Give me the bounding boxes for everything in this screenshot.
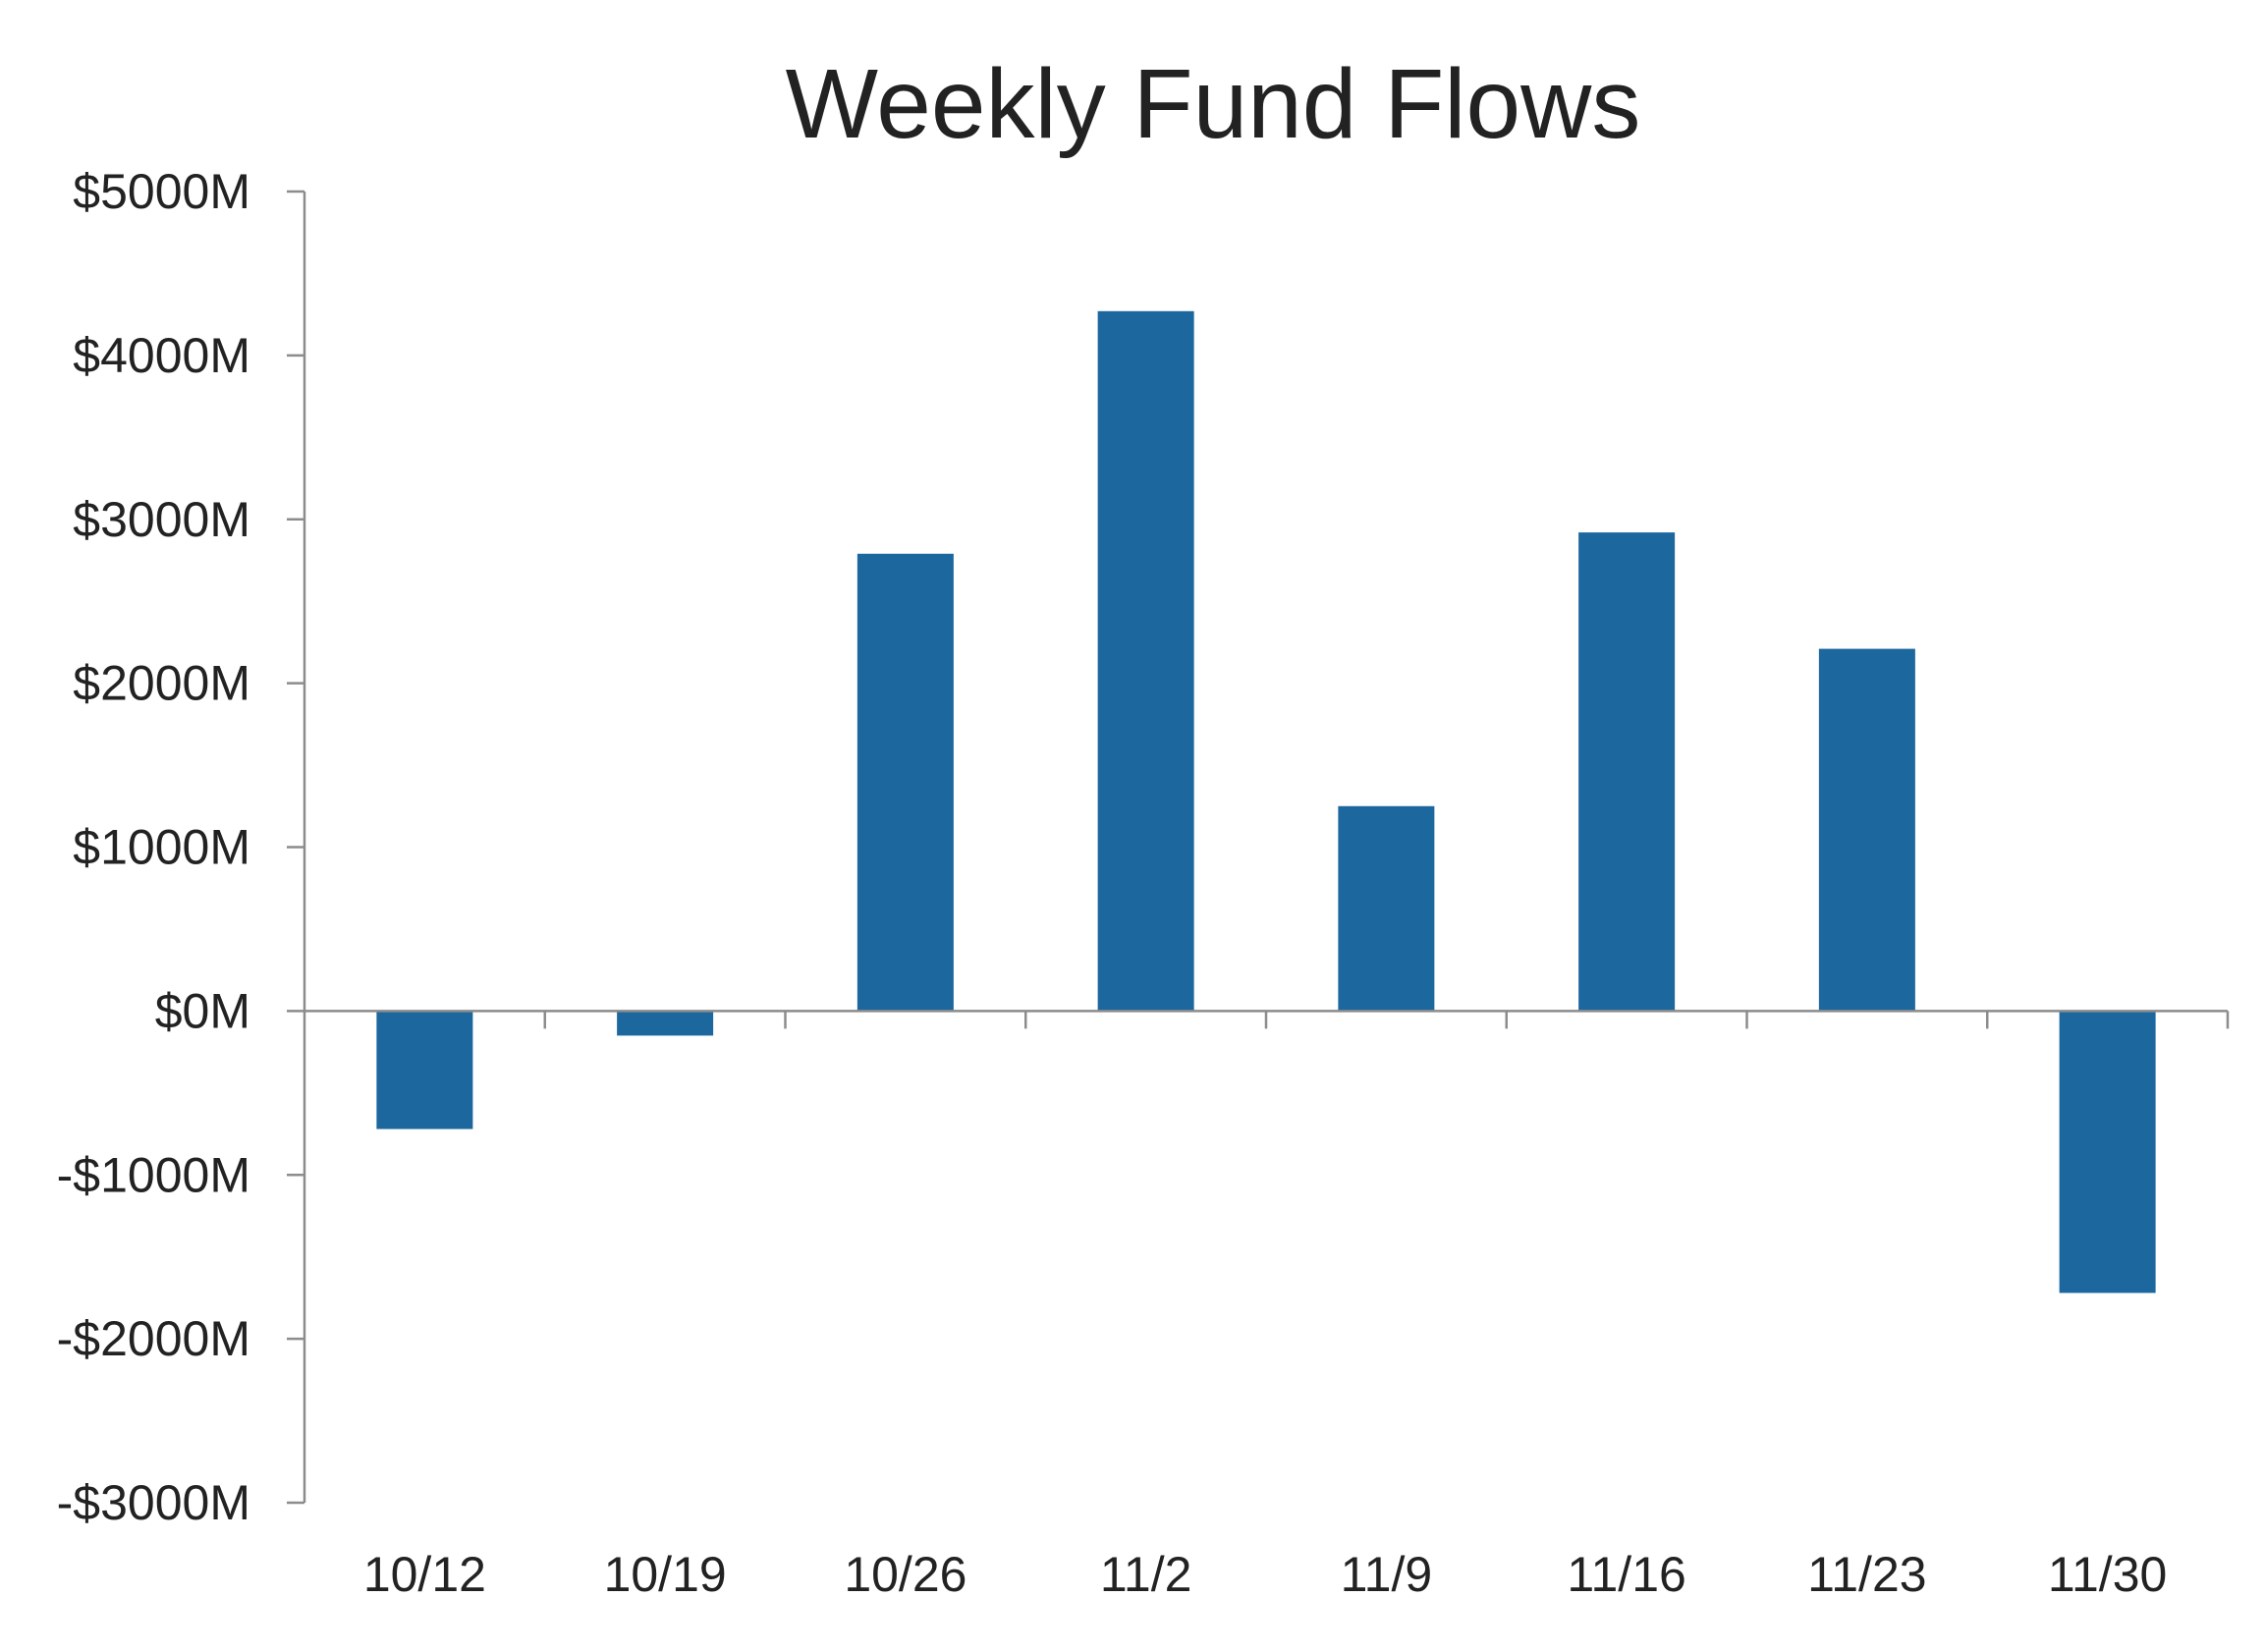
x-tick-label: 10/12 [363, 1547, 486, 1602]
bar [617, 1011, 714, 1036]
x-tick-label: 10/26 [844, 1547, 966, 1602]
bar [1097, 310, 1194, 1012]
y-tick-label: $1000M [73, 820, 250, 875]
bar [1338, 805, 1435, 1012]
y-tick-label: -$1000M [57, 1147, 250, 1202]
x-tick-label: 11/30 [2048, 1547, 2167, 1602]
x-axis: 10/12 10/19 10/26 11/2 11/9 11/16 11/23 11/30 [304, 1010, 2230, 1602]
bar [376, 1011, 473, 1129]
x-tick-label: 10/19 [604, 1547, 727, 1602]
x-tick-label: 11/9 [1341, 1547, 1433, 1602]
x-tick-label: 11/16 [1567, 1547, 1685, 1602]
y-tick-label: $5000M [73, 164, 250, 219]
y-tick-label: $4000M [73, 328, 250, 383]
y-tick-label: -$3000M [57, 1475, 250, 1530]
y-tick-label: $3000M [73, 492, 250, 547]
y-tick-label: $0M [155, 983, 250, 1038]
x-tick-label: 11/23 [1807, 1547, 1926, 1602]
chart-title: Weekly Fund Flows [786, 49, 1641, 159]
y-tick-label: $2000M [73, 656, 250, 711]
bars [376, 310, 2156, 1294]
y-axis: $5000M $4000M $3000M $2000M $1000M $0M -$1000M… [57, 164, 306, 1530]
bar [856, 553, 954, 1012]
bar [2059, 1011, 2156, 1294]
bar [1578, 532, 1676, 1012]
bar [1818, 648, 1915, 1012]
x-tick-label: 11/2 [1100, 1547, 1192, 1602]
y-tick-label: -$2000M [57, 1311, 250, 1366]
